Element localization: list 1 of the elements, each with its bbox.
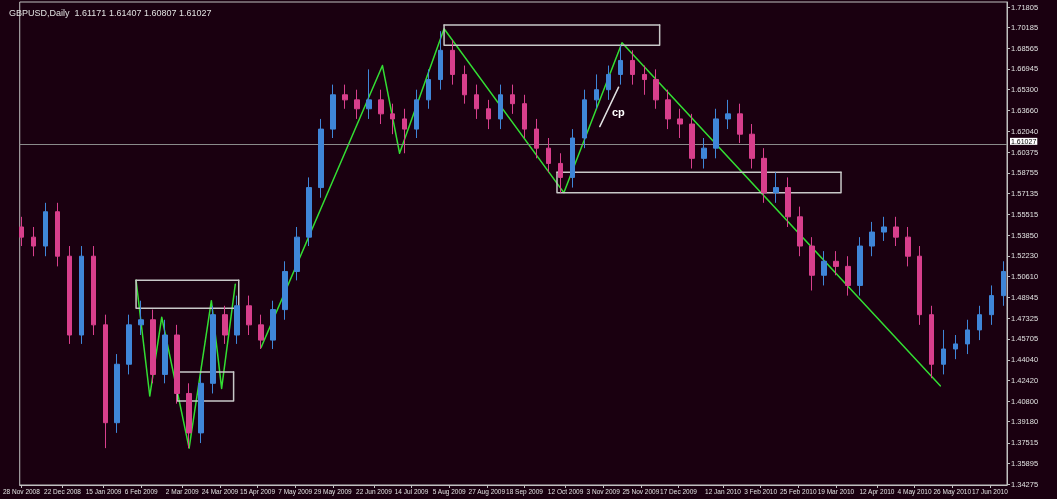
annotation: cp [612, 106, 626, 118]
